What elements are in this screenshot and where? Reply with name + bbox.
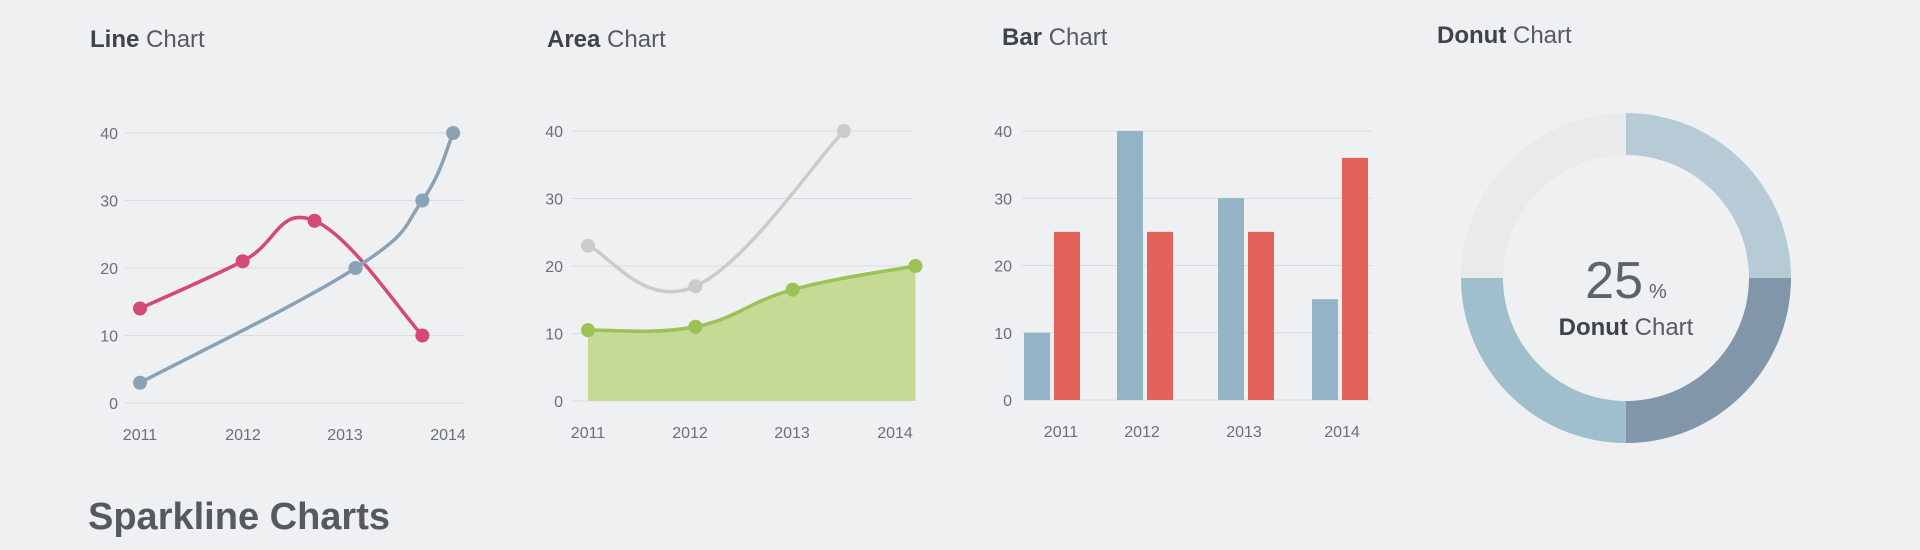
line-chart-title-rest: Chart xyxy=(139,26,205,53)
donut-chart-title-rest: Chart xyxy=(1506,22,1572,49)
line-chart-xtick-label: 2013 xyxy=(327,427,363,444)
line-point xyxy=(235,254,250,269)
area-chart-xtick-label: 2012 xyxy=(672,425,708,442)
svg-text:25%: 25% xyxy=(1585,252,1667,310)
bar-1-3 xyxy=(1342,157,1368,400)
line-chart: 0 10 20 30 40 2011 2012 2013 2014 xyxy=(100,126,466,444)
area-chart-title-bold: Area xyxy=(547,26,601,53)
line-series-0 xyxy=(138,215,425,338)
bar-chart-xtick-label: 2014 xyxy=(1324,424,1360,441)
area-point xyxy=(688,319,703,334)
bar-0-3 xyxy=(1312,299,1338,400)
bar-chart: 0 10 20 30 40 2011 2012 2013 2014 xyxy=(994,124,1372,441)
line-chart-ytick-label: 40 xyxy=(100,126,118,143)
area-fill xyxy=(588,266,916,401)
bar-chart-ytick-label: 20 xyxy=(994,259,1012,276)
area-point xyxy=(908,259,923,273)
donut-slice-1 xyxy=(1626,278,1791,443)
bar-chart-title: Bar Chart xyxy=(1002,24,1107,52)
area-point xyxy=(836,124,851,138)
line-point xyxy=(415,193,430,208)
line-point xyxy=(446,126,461,140)
area-chart-ytick-label: 20 xyxy=(545,259,563,276)
line-chart-ytick-label: 0 xyxy=(109,396,118,413)
donut-center-label-bold: Donut xyxy=(1559,314,1628,341)
area-point xyxy=(688,279,703,294)
line-point xyxy=(133,375,147,390)
bar-chart-ytick-label: 0 xyxy=(1003,393,1012,410)
line-chart-ytick-label: 30 xyxy=(100,194,118,211)
line-point xyxy=(133,301,147,316)
line-chart-xtick-label: 2012 xyxy=(225,427,261,444)
bar-1-1 xyxy=(1147,231,1173,400)
bar-chart-title-bold: Bar xyxy=(1002,24,1043,51)
line-chart-xtick-label: 2011 xyxy=(123,427,158,444)
area-series-0 xyxy=(586,129,846,294)
bar-chart-ytick-label: 40 xyxy=(994,124,1012,141)
sparkline-section-title: Sparkline Charts xyxy=(88,496,390,538)
area-chart-xtick-label: 2013 xyxy=(774,425,810,442)
line-point xyxy=(415,328,430,343)
donut-center-unit: % xyxy=(1649,281,1667,303)
donut-chart-title: Donut Chart xyxy=(1437,22,1572,50)
line-point xyxy=(348,261,363,275)
bar-1-2 xyxy=(1248,231,1274,400)
area-chart-xtick-label: 2011 xyxy=(571,425,606,442)
area-chart-ytick-label: 10 xyxy=(545,327,563,344)
area-point xyxy=(785,282,800,297)
area-chart-title-rest: Chart xyxy=(600,26,666,53)
donut-chart-title-bold: Donut xyxy=(1437,22,1507,49)
bar-chart-xtick-label: 2012 xyxy=(1124,424,1160,441)
area-chart-ytick-label: 0 xyxy=(554,394,563,411)
bar-0-1 xyxy=(1117,131,1143,400)
donut-slice-0 xyxy=(1626,113,1791,278)
bar-0-0 xyxy=(1024,332,1050,400)
bar-chart-ytick-label: 30 xyxy=(994,191,1012,208)
bar-chart-xtick-label: 2011 xyxy=(1044,424,1079,441)
line-chart-xtick-label: 2014 xyxy=(430,427,466,444)
area-chart-title: Area Chart xyxy=(547,26,666,54)
donut-slice-3 xyxy=(1461,113,1626,278)
area-chart-ytick-label: 40 xyxy=(545,124,563,141)
line-chart-title: Line Chart xyxy=(90,26,205,54)
area-chart-xtick-label: 2014 xyxy=(877,425,913,442)
line-point xyxy=(307,213,322,228)
line-chart-ytick-label: 20 xyxy=(100,261,118,278)
bar-0-2 xyxy=(1218,198,1244,400)
area-point xyxy=(581,323,595,338)
line-chart-title-bold: Line xyxy=(90,26,140,53)
area-chart: 0 10 20 30 40 2011 2012 2013 2014 xyxy=(545,124,923,442)
donut-center-label-rest: Chart xyxy=(1628,314,1694,341)
donut-slice-2 xyxy=(1461,278,1626,443)
bar-chart-ytick-label: 10 xyxy=(994,326,1012,343)
svg-text:Donut Chart: Donut Chart xyxy=(1559,314,1694,341)
area-chart-ytick-label: 30 xyxy=(545,192,563,209)
line-series-1 xyxy=(138,131,455,385)
donut-chart: 25% Donut Chart xyxy=(1461,113,1791,443)
bar-chart-xtick-label: 2013 xyxy=(1226,424,1262,441)
area-series-1 xyxy=(586,264,918,334)
bar-1-0 xyxy=(1054,231,1080,400)
bar-chart-title-rest: Chart xyxy=(1042,24,1108,51)
line-chart-ytick-label: 10 xyxy=(100,329,118,346)
donut-center-value: 25 xyxy=(1585,252,1643,310)
area-point xyxy=(581,238,595,253)
